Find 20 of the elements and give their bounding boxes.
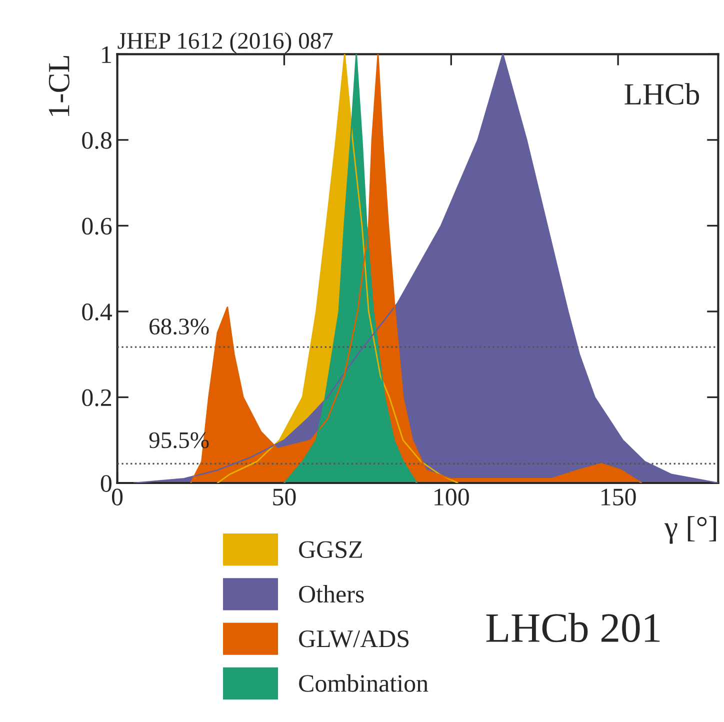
x-tick-label: 100 [434, 488, 469, 506]
y-tick-label: 0.4 [82, 304, 112, 320]
annotation: 68.3% [150, 318, 209, 335]
legend-label: GLW/ADS [299, 630, 409, 648]
y-axis-title: 1-CL [48, 56, 70, 116]
legend-label: Others [299, 585, 364, 603]
x-axis-title: γ [°] [664, 516, 716, 544]
chart-title: JHEP 1612 (2016) 087 [118, 32, 333, 54]
x-tick-label: 50 [273, 488, 296, 506]
legend-label: GGSZ [299, 541, 362, 558]
text: LHCb 201 [486, 612, 660, 642]
y-tick-label: 0.8 [82, 132, 112, 149]
y-tick-label: 0.2 [82, 389, 112, 406]
y-tick-label: 0.6 [82, 218, 112, 235]
y-tick-label: 0 [100, 475, 112, 492]
x-tick-label: 150 [602, 488, 636, 506]
legend-label: Combination [299, 674, 428, 692]
y-tick-label: 1 [102, 46, 111, 63]
annotation: LHCb [624, 83, 700, 105]
x-tick-label: 0 [112, 488, 123, 506]
